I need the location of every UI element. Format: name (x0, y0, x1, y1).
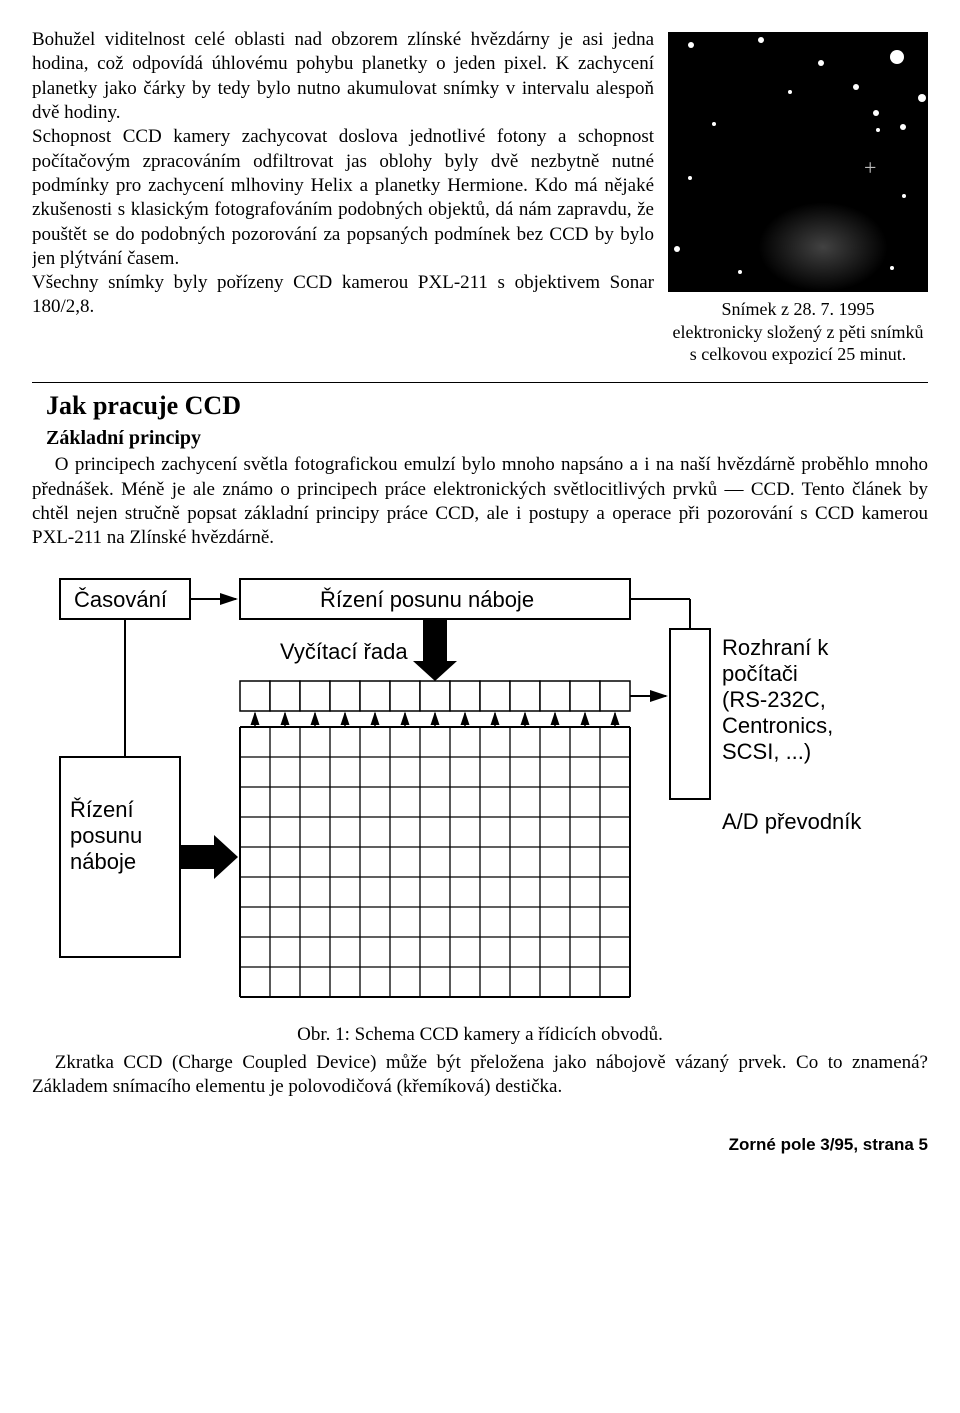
figure-1-label: Obr. 1: Schema CCD kamery a řídicích obv… (32, 1023, 928, 1047)
svg-text:Obrazová matice: Obrazová matice (345, 1007, 511, 1009)
star-icon (758, 37, 764, 43)
paragraph-5: Zkratka CCD (Charge Coupled Device) může… (32, 1051, 928, 1100)
heading-zakladni-principy: Základní principy (46, 426, 928, 452)
svg-text:náboje: náboje (70, 849, 136, 874)
star-icon (688, 42, 694, 48)
star-icon (890, 50, 904, 64)
figcap-line2: elektronicky složený z pěti snímků s cel… (673, 322, 924, 365)
svg-text:Centronics,: Centronics, (722, 713, 833, 738)
star-icon (853, 84, 859, 90)
svg-text:SCSI, ...): SCSI, ...) (722, 739, 811, 764)
divider (32, 382, 928, 383)
heading-jak-pracuje-ccd: Jak pracuje CCD (46, 389, 928, 422)
paragraph-4: O principech zachycení světla fotografic… (32, 453, 928, 550)
star-icon (818, 60, 824, 66)
ccd-diagram: Časování Řízení posunu náboje Vyčítací řad… (32, 569, 928, 1009)
star-icon (738, 270, 742, 274)
figure-starfield: + Snímek z 28. 7. 1995 elektronicky slož… (668, 32, 928, 366)
star-icon (788, 90, 792, 94)
svg-text:Řízení: Řízení (70, 797, 134, 822)
svg-text:(RS-232C,: (RS-232C, (722, 687, 826, 712)
svg-text:Vyčítací řada: Vyčítací řada (280, 639, 408, 664)
nebula-glow (758, 202, 888, 292)
star-icon (918, 94, 926, 102)
svg-text:Rozhraní k: Rozhraní k (722, 635, 829, 660)
svg-text:posunu: posunu (70, 823, 142, 848)
page-footer: Zorné pole 3/95, strana 5 (32, 1134, 928, 1156)
star-icon (876, 128, 880, 132)
star-icon (873, 110, 879, 116)
svg-text:Časování: Časování (74, 587, 167, 612)
star-icon (900, 124, 906, 130)
svg-text:A/D převodník: A/D převodník (722, 809, 862, 834)
star-icon (890, 266, 894, 270)
star-icon (688, 176, 692, 180)
star-icon (902, 194, 906, 198)
figure-caption: Snímek z 28. 7. 1995 elektronicky složen… (668, 298, 928, 366)
cross-marker-icon: + (864, 154, 876, 182)
svg-text:počítači: počítači (722, 661, 798, 686)
figcap-line1: Snímek z 28. 7. 1995 (722, 299, 875, 319)
svg-text:Řízení posunu náboje: Řízení posunu náboje (320, 587, 534, 612)
starfield-image: + (668, 32, 928, 292)
star-icon (712, 122, 716, 126)
ccd-diagram-svg: Časování Řízení posunu náboje Vyčítací řad… (40, 569, 920, 1009)
star-icon (674, 246, 680, 252)
